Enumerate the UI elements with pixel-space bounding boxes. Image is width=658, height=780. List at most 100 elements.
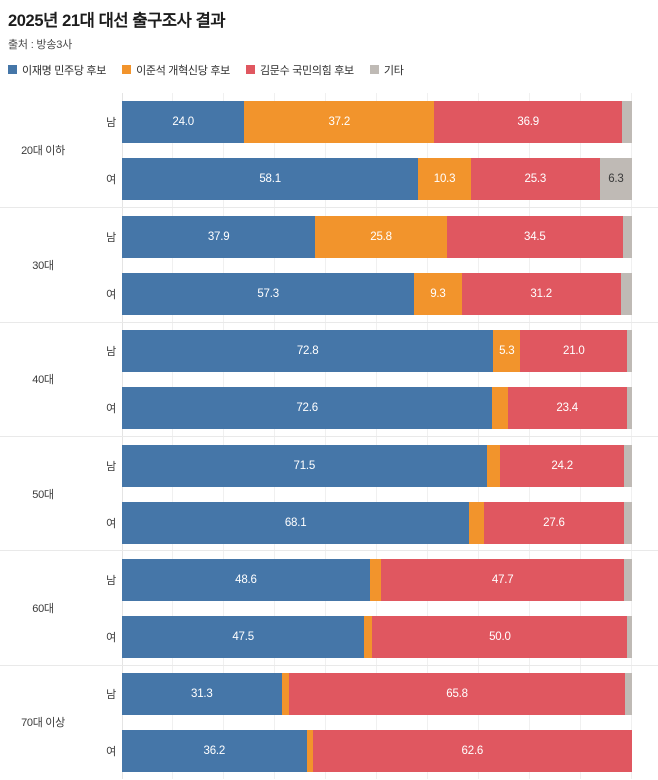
stacked-bar[interactable]: 24.0 37.2 36.9 xyxy=(122,100,632,143)
chart-source: 출처 : 방송3사 xyxy=(8,38,73,51)
bar-segment[interactable] xyxy=(624,501,632,544)
bar-segment[interactable]: 62.6 xyxy=(312,730,632,773)
bar-segment[interactable] xyxy=(369,558,382,601)
bar-segment[interactable] xyxy=(623,444,632,487)
stacked-bar[interactable]: 58.1 10.3 25.3 6.3 xyxy=(122,157,632,200)
bar-segment[interactable]: 47.5 xyxy=(122,616,365,659)
stacked-bar[interactable]: 31.3 65.8 xyxy=(122,673,632,716)
bar-segment[interactable]: 21.0 xyxy=(520,330,628,373)
bar-segment[interactable] xyxy=(627,330,632,373)
bar-segment[interactable] xyxy=(627,616,632,659)
bar-row: 남 24.0 37.2 36.9 xyxy=(0,93,658,150)
axis-left-edge xyxy=(122,436,123,551)
stacked-bar[interactable]: 72.8 5.3 21.0 xyxy=(122,330,632,373)
bar-value-label: 36.2 xyxy=(203,745,226,758)
gender-label: 남 xyxy=(106,574,116,587)
bar-value-label: 25.3 xyxy=(524,172,547,185)
bar-segment[interactable] xyxy=(281,673,290,716)
bar-value-label: 25.8 xyxy=(370,230,392,243)
age-group-3: 40대 남 72.8 5.3 21.0 여 72.6 23.4 xyxy=(0,321,658,437)
stacked-bar[interactable]: 71.5 24.2 xyxy=(122,444,632,487)
bar-segment[interactable] xyxy=(622,215,632,258)
bar-value-label: 62.6 xyxy=(461,745,484,758)
gender-label: 남 xyxy=(106,460,116,473)
bar-value-label: 24.2 xyxy=(551,459,573,472)
bar-segment[interactable]: 24.0 xyxy=(122,100,245,143)
group-rows: 남 37.9 25.8 34.5 여 57.3 9.3 31.2 xyxy=(0,208,658,322)
age-group-label: 70대 이상 xyxy=(21,717,65,730)
stacked-bar[interactable]: 47.5 50.0 xyxy=(122,616,632,659)
bar-segment[interactable] xyxy=(364,616,373,659)
age-group-1: 20대 이하 남 24.0 37.2 36.9 여 58.1 10.3 25.3 6.3 xyxy=(0,93,658,208)
bar-segment[interactable]: 24.2 xyxy=(500,444,624,487)
bar-value-label: 65.8 xyxy=(446,688,468,701)
bar-segment[interactable]: 65.8 xyxy=(289,673,625,716)
stacked-bar[interactable]: 36.2 62.6 xyxy=(122,730,632,773)
bar-segment[interactable]: 31.2 xyxy=(461,273,621,316)
bar-row: 여 36.2 62.6 xyxy=(0,723,658,780)
legend-item-lee_js[interactable]: 이준석 개혁신당 후보 xyxy=(122,62,230,78)
bar-segment[interactable]: 36.9 xyxy=(434,100,623,143)
chart-plot-area: 20대 이하 남 24.0 37.2 36.9 여 58.1 10.3 25.3 6.3 30대 남 3… xyxy=(0,93,658,779)
legend-item-kim_ms[interactable]: 김문수 국민의힘 후보 xyxy=(245,62,354,78)
bar-segment[interactable]: 31.3 xyxy=(122,673,282,716)
bar-row: 여 72.6 23.4 xyxy=(0,380,658,437)
stacked-bar[interactable]: 48.6 47.7 xyxy=(122,558,632,601)
bar-segment[interactable]: 9.3 xyxy=(414,273,462,316)
bar-row: 남 31.3 65.8 xyxy=(0,666,658,723)
axis-left-edge xyxy=(122,551,123,665)
axis-left-edge xyxy=(122,93,123,208)
age-group-4: 50대 남 71.5 24.2 여 68.1 27.6 xyxy=(0,435,658,551)
bar-segment[interactable]: 58.1 xyxy=(122,157,419,200)
bar-segment[interactable]: 37.9 xyxy=(122,215,316,258)
bar-segment[interactable]: 47.7 xyxy=(381,558,625,601)
stacked-bar[interactable]: 37.9 25.8 34.5 xyxy=(122,215,632,258)
bar-segment[interactable]: 71.5 xyxy=(122,444,487,487)
legend-item-etc[interactable]: 기타 xyxy=(369,62,404,78)
bar-value-label: 37.2 xyxy=(328,115,351,128)
bar-segment[interactable] xyxy=(622,100,632,143)
bar-segment[interactable]: 50.0 xyxy=(372,616,628,659)
bar-segment[interactable] xyxy=(486,444,501,487)
axis-left-edge xyxy=(122,665,123,779)
bar-segment[interactable]: 36.2 xyxy=(122,730,307,773)
legend-item-lee_jm[interactable]: 이재명 민주당 후보 xyxy=(8,62,106,78)
bar-segment[interactable]: 6.3 xyxy=(599,157,632,200)
bar-segment[interactable] xyxy=(492,387,508,430)
group-rows: 남 72.8 5.3 21.0 여 72.6 23.4 xyxy=(0,323,658,437)
bar-segment[interactable]: 48.6 xyxy=(122,558,370,601)
stacked-bar[interactable]: 72.6 23.4 xyxy=(122,387,632,430)
bar-segment[interactable]: 34.5 xyxy=(446,215,623,258)
bar-row: 남 37.9 25.8 34.5 xyxy=(0,208,658,265)
bar-segment[interactable]: 5.3 xyxy=(493,330,521,373)
stacked-bar[interactable]: 68.1 27.6 xyxy=(122,501,632,544)
bar-segment[interactable]: 68.1 xyxy=(122,501,470,544)
bar-segment[interactable]: 27.6 xyxy=(483,501,625,544)
bar-value-label: 23.4 xyxy=(556,402,578,415)
bar-segment[interactable] xyxy=(620,273,632,316)
bar-value-label: 72.8 xyxy=(296,345,319,358)
age-group-2: 30대 남 37.9 25.8 34.5 여 57.3 9.3 31.2 xyxy=(0,207,658,322)
bar-value-label: 27.6 xyxy=(543,516,565,529)
bar-segment[interactable]: 72.6 xyxy=(122,387,493,430)
bar-segment[interactable] xyxy=(469,501,484,544)
bar-segment[interactable]: 23.4 xyxy=(507,387,627,430)
gender-label: 여 xyxy=(106,746,116,759)
age-group-label: 40대 xyxy=(32,374,54,387)
bar-segment[interactable] xyxy=(624,673,632,716)
bar-segment[interactable] xyxy=(626,387,632,430)
bar-segment[interactable] xyxy=(624,558,632,601)
bar-segment[interactable] xyxy=(306,730,313,773)
bar-row: 여 47.5 50.0 xyxy=(0,608,658,665)
bar-segment[interactable]: 25.3 xyxy=(470,157,600,200)
bar-segment[interactable]: 37.2 xyxy=(244,100,435,143)
bar-segment[interactable]: 10.3 xyxy=(418,157,471,200)
bar-value-label: 71.5 xyxy=(293,459,316,472)
bar-value-label: 47.7 xyxy=(491,573,514,586)
bar-segment[interactable]: 25.8 xyxy=(315,215,447,258)
bar-value-label: 21.0 xyxy=(563,345,585,358)
bar-segment[interactable]: 57.3 xyxy=(122,273,415,316)
stacked-bar[interactable]: 57.3 9.3 31.2 xyxy=(122,273,632,316)
bar-segment[interactable]: 72.8 xyxy=(122,330,494,373)
gender-label: 여 xyxy=(106,289,116,302)
